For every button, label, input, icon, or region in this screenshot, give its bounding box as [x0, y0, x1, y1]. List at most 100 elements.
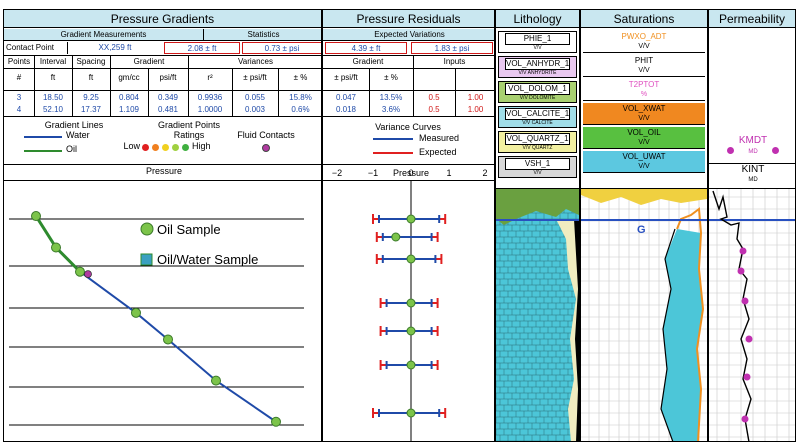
lithology-curve-unit-4: V/V QUARTZ — [522, 145, 553, 151]
saturation-curve-4: VOL_OIL V/V — [583, 127, 705, 149]
pressure-axis-label: Pressure — [145, 166, 182, 176]
lithology-title: Lithology — [496, 10, 579, 28]
pressure-residuals-title: Pressure Residuals — [323, 10, 494, 28]
residual-point-5 — [406, 360, 416, 370]
legend-ratings: Ratings — [173, 130, 205, 140]
lithology-curve-unit-1: V/V ANHYDRITE — [518, 70, 557, 76]
gradient-row-0-cell-5: 0.9936 — [197, 93, 223, 102]
lithology-curve-unit-2: V/V DOLOMITE — [519, 95, 556, 101]
unit-points: # — [16, 73, 22, 82]
phit-curve — [660, 228, 676, 441]
gradient-measurements-header: Gradient Measurements — [4, 29, 204, 41]
legend-low: Low — [123, 141, 140, 151]
oil-sample-legend-label: Oil Sample — [157, 222, 221, 237]
legend-oil-label: Oil — [66, 144, 77, 154]
saturation-curve-2: T2PTOT% — [583, 79, 705, 101]
gradient-point-2 — [75, 266, 85, 277]
legend-high: High — [192, 141, 211, 151]
kmdt-point-5 — [741, 415, 749, 423]
lithology-curve-name-0: PHIE_1 — [505, 33, 570, 45]
saturation-curve-unit-4: V/V — [638, 139, 650, 146]
legend-expected-line — [373, 152, 413, 154]
residual-axis: −2 −1 0 1 2 Pressure — [332, 168, 488, 178]
saturation-curve-name-5: VOL_UWAT — [622, 152, 666, 161]
col-gradient: Gradient — [133, 57, 165, 66]
legend-measured-label: Measured — [419, 133, 460, 143]
gradient-row-1-cell-7: 0.6% — [291, 105, 310, 114]
gradient-point-6 — [271, 416, 281, 427]
contact-stat-3: 4.39 ± ft — [325, 42, 407, 54]
residual-axis-label: Pressure — [393, 168, 429, 178]
contact-point-value: XX,259 ft — [98, 43, 132, 52]
saturations-track: Saturations PWXO_ADT V/V PHIT V/V T2PTOT% VOL… — [580, 9, 708, 442]
kmdt-point-0 — [739, 247, 747, 255]
saturation-curve-unit-1: V/V — [638, 67, 650, 74]
perm-curve-name-1: KINT — [709, 163, 795, 175]
lithology-curve-3: VOL_CALCITE_1 V/V CALCITE — [498, 106, 577, 128]
residual-point-1 — [391, 232, 401, 242]
saturation-curve-3: VOL_XWAT V/V — [583, 103, 705, 125]
saturation-curve-0: PWXO_ADT V/V — [583, 31, 705, 53]
oil-water-sample-legend-label: Oil/Water Sample — [157, 252, 258, 267]
saturation-curve-5: VOL_UWAT V/V — [583, 151, 705, 173]
permeability-track: Permeability KMDT MD KINT MD — [708, 9, 796, 442]
residual-tick-3: 1 — [446, 168, 451, 178]
rating-dot-5 — [182, 144, 189, 151]
uwat-fill — [661, 229, 703, 441]
legend-expected-label: Expected — [419, 147, 457, 157]
residual-tick-1: −1 — [368, 168, 378, 178]
gradient-row-0-cell-3: 0.804 — [118, 93, 140, 102]
fluid-contact-point — [84, 270, 92, 279]
saturations-title: Saturations — [581, 10, 707, 28]
col-spacing: Spacing — [76, 57, 106, 66]
residual-row-1-cell-1: 3.6% — [381, 105, 401, 114]
lithology-curve-name-5: VSH_1 — [505, 158, 570, 170]
residual-row-1-cell-3: 1.00 — [467, 105, 484, 114]
permeability-title: Permeability — [709, 10, 795, 28]
permeability-plot — [709, 189, 795, 441]
rating-dot-1 — [142, 144, 149, 151]
residual-unit-psift: ± psi/ft — [334, 73, 358, 82]
lithology-curve-4: VOL_QUARTZ_1 V/V QUARTZ — [498, 131, 577, 153]
sat-top-fill — [581, 189, 707, 205]
pressure-gradients-panel: Pressure Gradients Gradient Measurements… — [3, 9, 322, 442]
lithology-curve-name-3: VOL_CALCITE_1 — [505, 108, 570, 120]
gradient-row-1-cell-4: 0.481 — [157, 105, 179, 114]
residual-unit-pct: ± % — [384, 73, 398, 82]
residual-point-3 — [406, 298, 416, 308]
gradient-point-3 — [131, 307, 141, 318]
fluid-contact-marker — [262, 144, 270, 152]
saturation-curve-unit-5: V/V — [638, 163, 650, 170]
gradient-point-1 — [51, 242, 61, 253]
legend-oil-line — [24, 150, 62, 152]
legend-fluid-contacts: Fluid Contacts — [237, 130, 295, 140]
rating-dot-4 — [172, 144, 179, 151]
gradient-row-1-cell-2: 17.37 — [80, 105, 102, 114]
contact-stat-4: 1.83 ± psi — [411, 42, 493, 54]
saturation-curve-1: PHIT V/V — [583, 55, 705, 77]
gradient-row-0-cell-6: 0.055 — [244, 93, 266, 102]
gradient-row-0-cell-4: 0.349 — [157, 93, 179, 102]
saturations-plot: G — [581, 189, 707, 441]
unit-gmcc: gm/cc — [118, 73, 140, 82]
gradient-row-0-cell-1: 18.50 — [42, 93, 64, 102]
residual-point-4 — [406, 326, 416, 336]
legend-measured-line — [373, 138, 413, 140]
legend-gradient-lines: Gradient Lines — [44, 120, 104, 130]
kmdt-point-4 — [743, 373, 751, 381]
gradient-legend: Gradient Lines Water Oil Gradient Points… — [4, 118, 321, 164]
legend-gradient-points: Gradient Points — [157, 120, 221, 130]
residual-point-6 — [406, 408, 416, 418]
saturation-curve-unit-3: V/V — [638, 115, 650, 122]
saturation-curve-unit-2: % — [640, 91, 648, 98]
unit-interval: ft — [50, 73, 56, 82]
gradient-row-0-cell-0: 3 — [16, 93, 22, 102]
dolomite-fill — [496, 189, 579, 225]
residual-row-0-cell-0: 0.047 — [335, 93, 357, 102]
unit-psift: psi/ft — [159, 73, 177, 82]
lithology-curve-1: VOL_ANHYDR_1 V/V ANHYDRITE — [498, 56, 577, 78]
pressure-gradients-title: Pressure Gradients — [4, 10, 321, 28]
saturation-curve-name-3: VOL_XWAT — [622, 104, 666, 113]
gradient-point-5 — [211, 375, 221, 386]
shale-fill — [574, 219, 579, 441]
